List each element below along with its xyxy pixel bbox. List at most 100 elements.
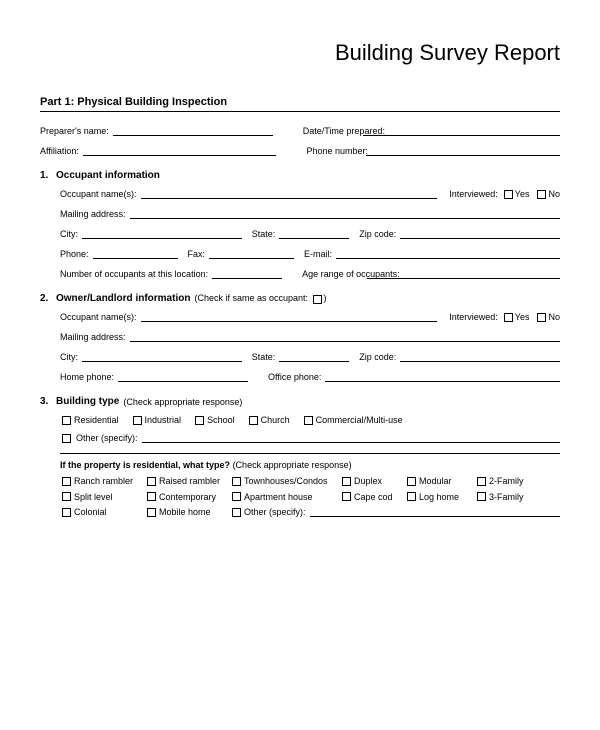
res-type-checkbox[interactable] [232, 492, 241, 501]
mailing-input[interactable] [130, 209, 560, 219]
res-type-label: Duplex [354, 476, 382, 486]
owner-city-label: City: [60, 352, 82, 362]
owner-no-checkbox[interactable] [537, 313, 546, 322]
interviewed-label: Interviewed: [449, 189, 502, 199]
phone2-input[interactable] [93, 249, 178, 259]
office-phone-label: Office phone: [268, 372, 325, 382]
preparer-row: Preparer's name: Date/Time prepared: [40, 126, 560, 136]
building-type-checkbox[interactable] [195, 416, 204, 425]
part-header: Part 1: Physical Building Inspection [40, 96, 560, 108]
preparer-input[interactable] [113, 126, 273, 136]
datetime-input[interactable] [363, 126, 560, 136]
building-types-row: ResidentialIndustrialSchoolChurchCommerc… [60, 415, 560, 429]
res-type-checkbox[interactable] [407, 492, 416, 501]
residential-types-table: Ranch ramblerRaised ramblerTownhouses/Co… [60, 474, 560, 521]
other-checkbox[interactable] [62, 434, 71, 443]
section-2-note-close: ) [324, 293, 327, 303]
datetime-label: Date/Time prepared: [303, 126, 363, 136]
building-type-option: Commercial/Multi-use [302, 415, 403, 425]
section-2-header: 2. Owner/Landlord information (Check if … [40, 293, 560, 304]
affiliation-input[interactable] [83, 146, 277, 156]
phone2-label: Phone: [60, 249, 93, 259]
office-phone-input[interactable] [325, 372, 560, 382]
other-label: Other (specify): [76, 433, 142, 443]
city-input[interactable] [82, 229, 242, 239]
owner-names-label: Occupant name(s): [60, 312, 141, 322]
state-label: State: [252, 229, 280, 239]
res-type-checkbox[interactable] [147, 492, 156, 501]
res-type-checkbox[interactable] [477, 492, 486, 501]
section-2-note: (Check if same as occupant: [194, 293, 308, 303]
fax-label: Fax: [188, 249, 210, 259]
res-type-label: Cape cod [354, 492, 393, 502]
res-type-checkbox[interactable] [62, 508, 71, 517]
zip-input[interactable] [400, 229, 560, 239]
phone-label: Phone number: [306, 146, 366, 156]
res-type-label: Split level [74, 492, 113, 502]
section-1-title: Occupant information [56, 170, 160, 181]
res-type-checkbox[interactable] [407, 477, 416, 486]
email-input[interactable] [336, 249, 560, 259]
res-other-input[interactable] [310, 507, 560, 517]
section-3-note: (Check appropriate response) [123, 397, 242, 407]
section-1-header: 1. Occupant information [40, 170, 560, 181]
residential-note: (Check appropriate response) [233, 460, 352, 470]
section-3-header: 3. Building type (Check appropriate resp… [40, 396, 560, 407]
res-type-label: Ranch rambler [74, 476, 133, 486]
res-type-checkbox[interactable] [62, 477, 71, 486]
agerange-input[interactable] [367, 269, 560, 279]
owner-city-input[interactable] [82, 352, 242, 362]
owner-mailing-label: Mailing address: [60, 332, 130, 342]
state-input[interactable] [279, 229, 349, 239]
building-type-option: Church [247, 415, 290, 425]
fax-input[interactable] [209, 249, 294, 259]
mailing-label: Mailing address: [60, 209, 130, 219]
yes-label: Yes [515, 189, 530, 199]
occupant-names-input[interactable] [141, 189, 438, 199]
res-other-checkbox[interactable] [232, 508, 241, 517]
section-3-title: Building type [56, 396, 119, 407]
owner-interviewed-label: Interviewed: [449, 312, 502, 322]
res-type-label: 2-Family [489, 476, 524, 486]
owner-yes-checkbox[interactable] [504, 313, 513, 322]
preparer-label: Preparer's name: [40, 126, 113, 136]
building-type-option: School [193, 415, 235, 425]
interviewed-yes-checkbox[interactable] [504, 190, 513, 199]
res-type-label: Log home [419, 492, 459, 502]
numocc-label: Number of occupants at this location: [60, 269, 212, 279]
home-phone-input[interactable] [118, 372, 248, 382]
owner-names-input[interactable] [141, 312, 438, 322]
section-3-num: 3. [40, 396, 56, 407]
building-type-checkbox[interactable] [62, 416, 71, 425]
res-type-checkbox[interactable] [62, 492, 71, 501]
section-3-divider [60, 453, 560, 454]
res-type-checkbox[interactable] [147, 477, 156, 486]
zip-label: Zip code: [359, 229, 400, 239]
owner-state-label: State: [252, 352, 280, 362]
res-type-checkbox[interactable] [342, 477, 351, 486]
report-title: Building Survey Report [40, 40, 560, 66]
res-type-label: Apartment house [244, 492, 313, 502]
owner-state-input[interactable] [279, 352, 349, 362]
building-type-checkbox[interactable] [249, 416, 258, 425]
phone-input[interactable] [366, 146, 560, 156]
divider [40, 111, 560, 112]
res-type-checkbox[interactable] [147, 508, 156, 517]
city-label: City: [60, 229, 82, 239]
interviewed-no-checkbox[interactable] [537, 190, 546, 199]
owner-mailing-input[interactable] [130, 332, 560, 342]
res-type-checkbox[interactable] [232, 477, 241, 486]
other-input[interactable] [142, 433, 560, 443]
building-type-checkbox[interactable] [304, 416, 313, 425]
res-type-checkbox[interactable] [342, 492, 351, 501]
building-type-label: Residential [74, 415, 119, 425]
affiliation-label: Affiliation: [40, 146, 83, 156]
email-label: E-mail: [304, 249, 336, 259]
same-as-occupant-checkbox[interactable] [313, 295, 322, 304]
res-type-checkbox[interactable] [477, 477, 486, 486]
building-type-checkbox[interactable] [133, 416, 142, 425]
owner-zip-input[interactable] [400, 352, 560, 362]
res-type-label: Contemporary [159, 492, 216, 502]
affiliation-row: Affiliation: Phone number: [40, 146, 560, 156]
numocc-input[interactable] [212, 269, 282, 279]
